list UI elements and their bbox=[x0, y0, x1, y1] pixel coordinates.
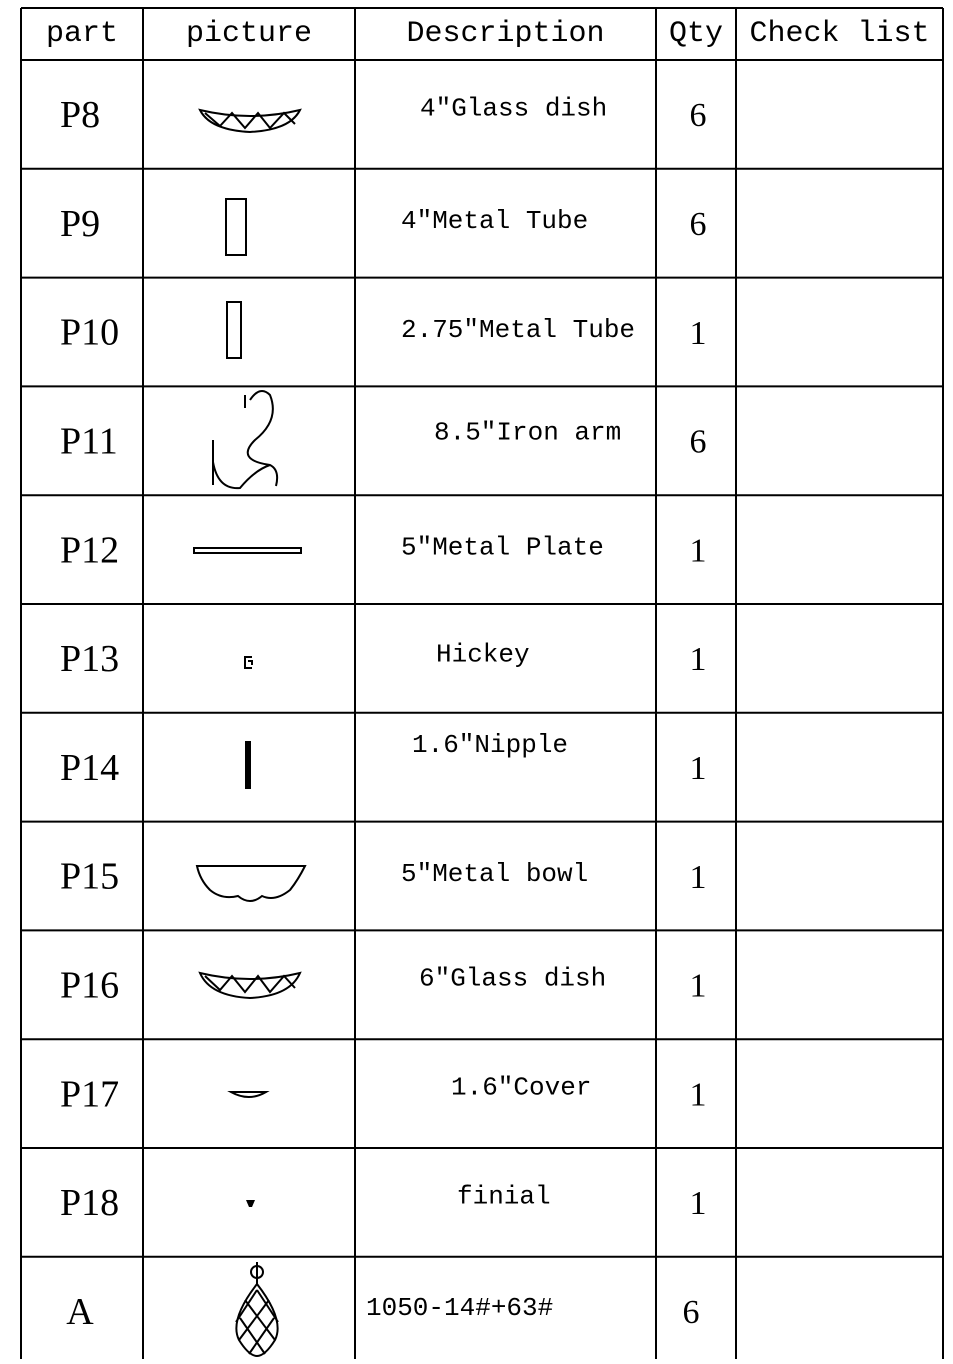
quantity: 1 bbox=[690, 1076, 707, 1113]
icon-glass-dish bbox=[198, 971, 302, 1000]
description: 2.75″Metal Tube bbox=[401, 315, 635, 345]
header-cell: Description bbox=[406, 17, 604, 51]
quantity: 1 bbox=[690, 750, 707, 787]
part-label: P14 bbox=[60, 747, 119, 789]
description: 1050-14#+63# bbox=[366, 1293, 553, 1323]
header-cell: Qty bbox=[669, 17, 723, 51]
quantity: 1 bbox=[690, 315, 707, 352]
quantity: 1 bbox=[690, 532, 707, 569]
icon-nipple bbox=[245, 741, 251, 789]
part-label: P18 bbox=[60, 1182, 119, 1224]
icon-crystal bbox=[235, 1262, 279, 1358]
icon-tube bbox=[226, 301, 242, 359]
description: 1.6″Cover bbox=[451, 1072, 591, 1102]
icon-glass-dish bbox=[198, 108, 302, 134]
quantity: 6 bbox=[690, 424, 707, 461]
icon-bowl bbox=[195, 865, 307, 902]
description: 8.5″Iron arm bbox=[434, 418, 621, 448]
description: 1.6″Nipple bbox=[412, 730, 568, 760]
part-label: P17 bbox=[60, 1073, 119, 1115]
icon-plate bbox=[193, 547, 302, 554]
part-label: P12 bbox=[60, 529, 119, 571]
header-cell: picture bbox=[186, 17, 312, 51]
quantity: 1 bbox=[690, 859, 707, 896]
quantity: 1 bbox=[690, 1185, 707, 1222]
header-cell: part bbox=[46, 17, 118, 51]
quantity: 6 bbox=[690, 206, 707, 243]
part-label: P10 bbox=[60, 312, 119, 354]
description: 5″Metal bowl bbox=[401, 859, 588, 889]
part-label: A bbox=[66, 1291, 94, 1333]
icon-cover bbox=[227, 1091, 270, 1098]
description: 6″Glass dish bbox=[419, 964, 606, 994]
part-label: P8 bbox=[60, 94, 100, 136]
quantity: 6 bbox=[683, 1294, 700, 1331]
description: finial bbox=[457, 1181, 551, 1211]
description: 4″Glass dish bbox=[420, 93, 607, 123]
part-label: P16 bbox=[60, 965, 119, 1007]
icon-iron-arm bbox=[212, 390, 279, 490]
quantity: 6 bbox=[690, 97, 707, 134]
part-label: P15 bbox=[60, 856, 119, 898]
quantity: 1 bbox=[690, 968, 707, 1005]
description: 4″Metal Tube bbox=[401, 206, 588, 236]
header-cell: Check list bbox=[749, 17, 929, 51]
part-label: P9 bbox=[60, 203, 100, 245]
part-label: P11 bbox=[60, 421, 118, 463]
icon-hickey bbox=[244, 656, 253, 669]
quantity: 1 bbox=[690, 641, 707, 678]
icon-finial bbox=[246, 1200, 255, 1207]
part-label: P13 bbox=[60, 638, 119, 680]
description: 5″Metal Plate bbox=[401, 532, 604, 562]
description: Hickey bbox=[436, 639, 530, 669]
icon-tube bbox=[225, 198, 247, 256]
part-icons bbox=[193, 108, 307, 1358]
